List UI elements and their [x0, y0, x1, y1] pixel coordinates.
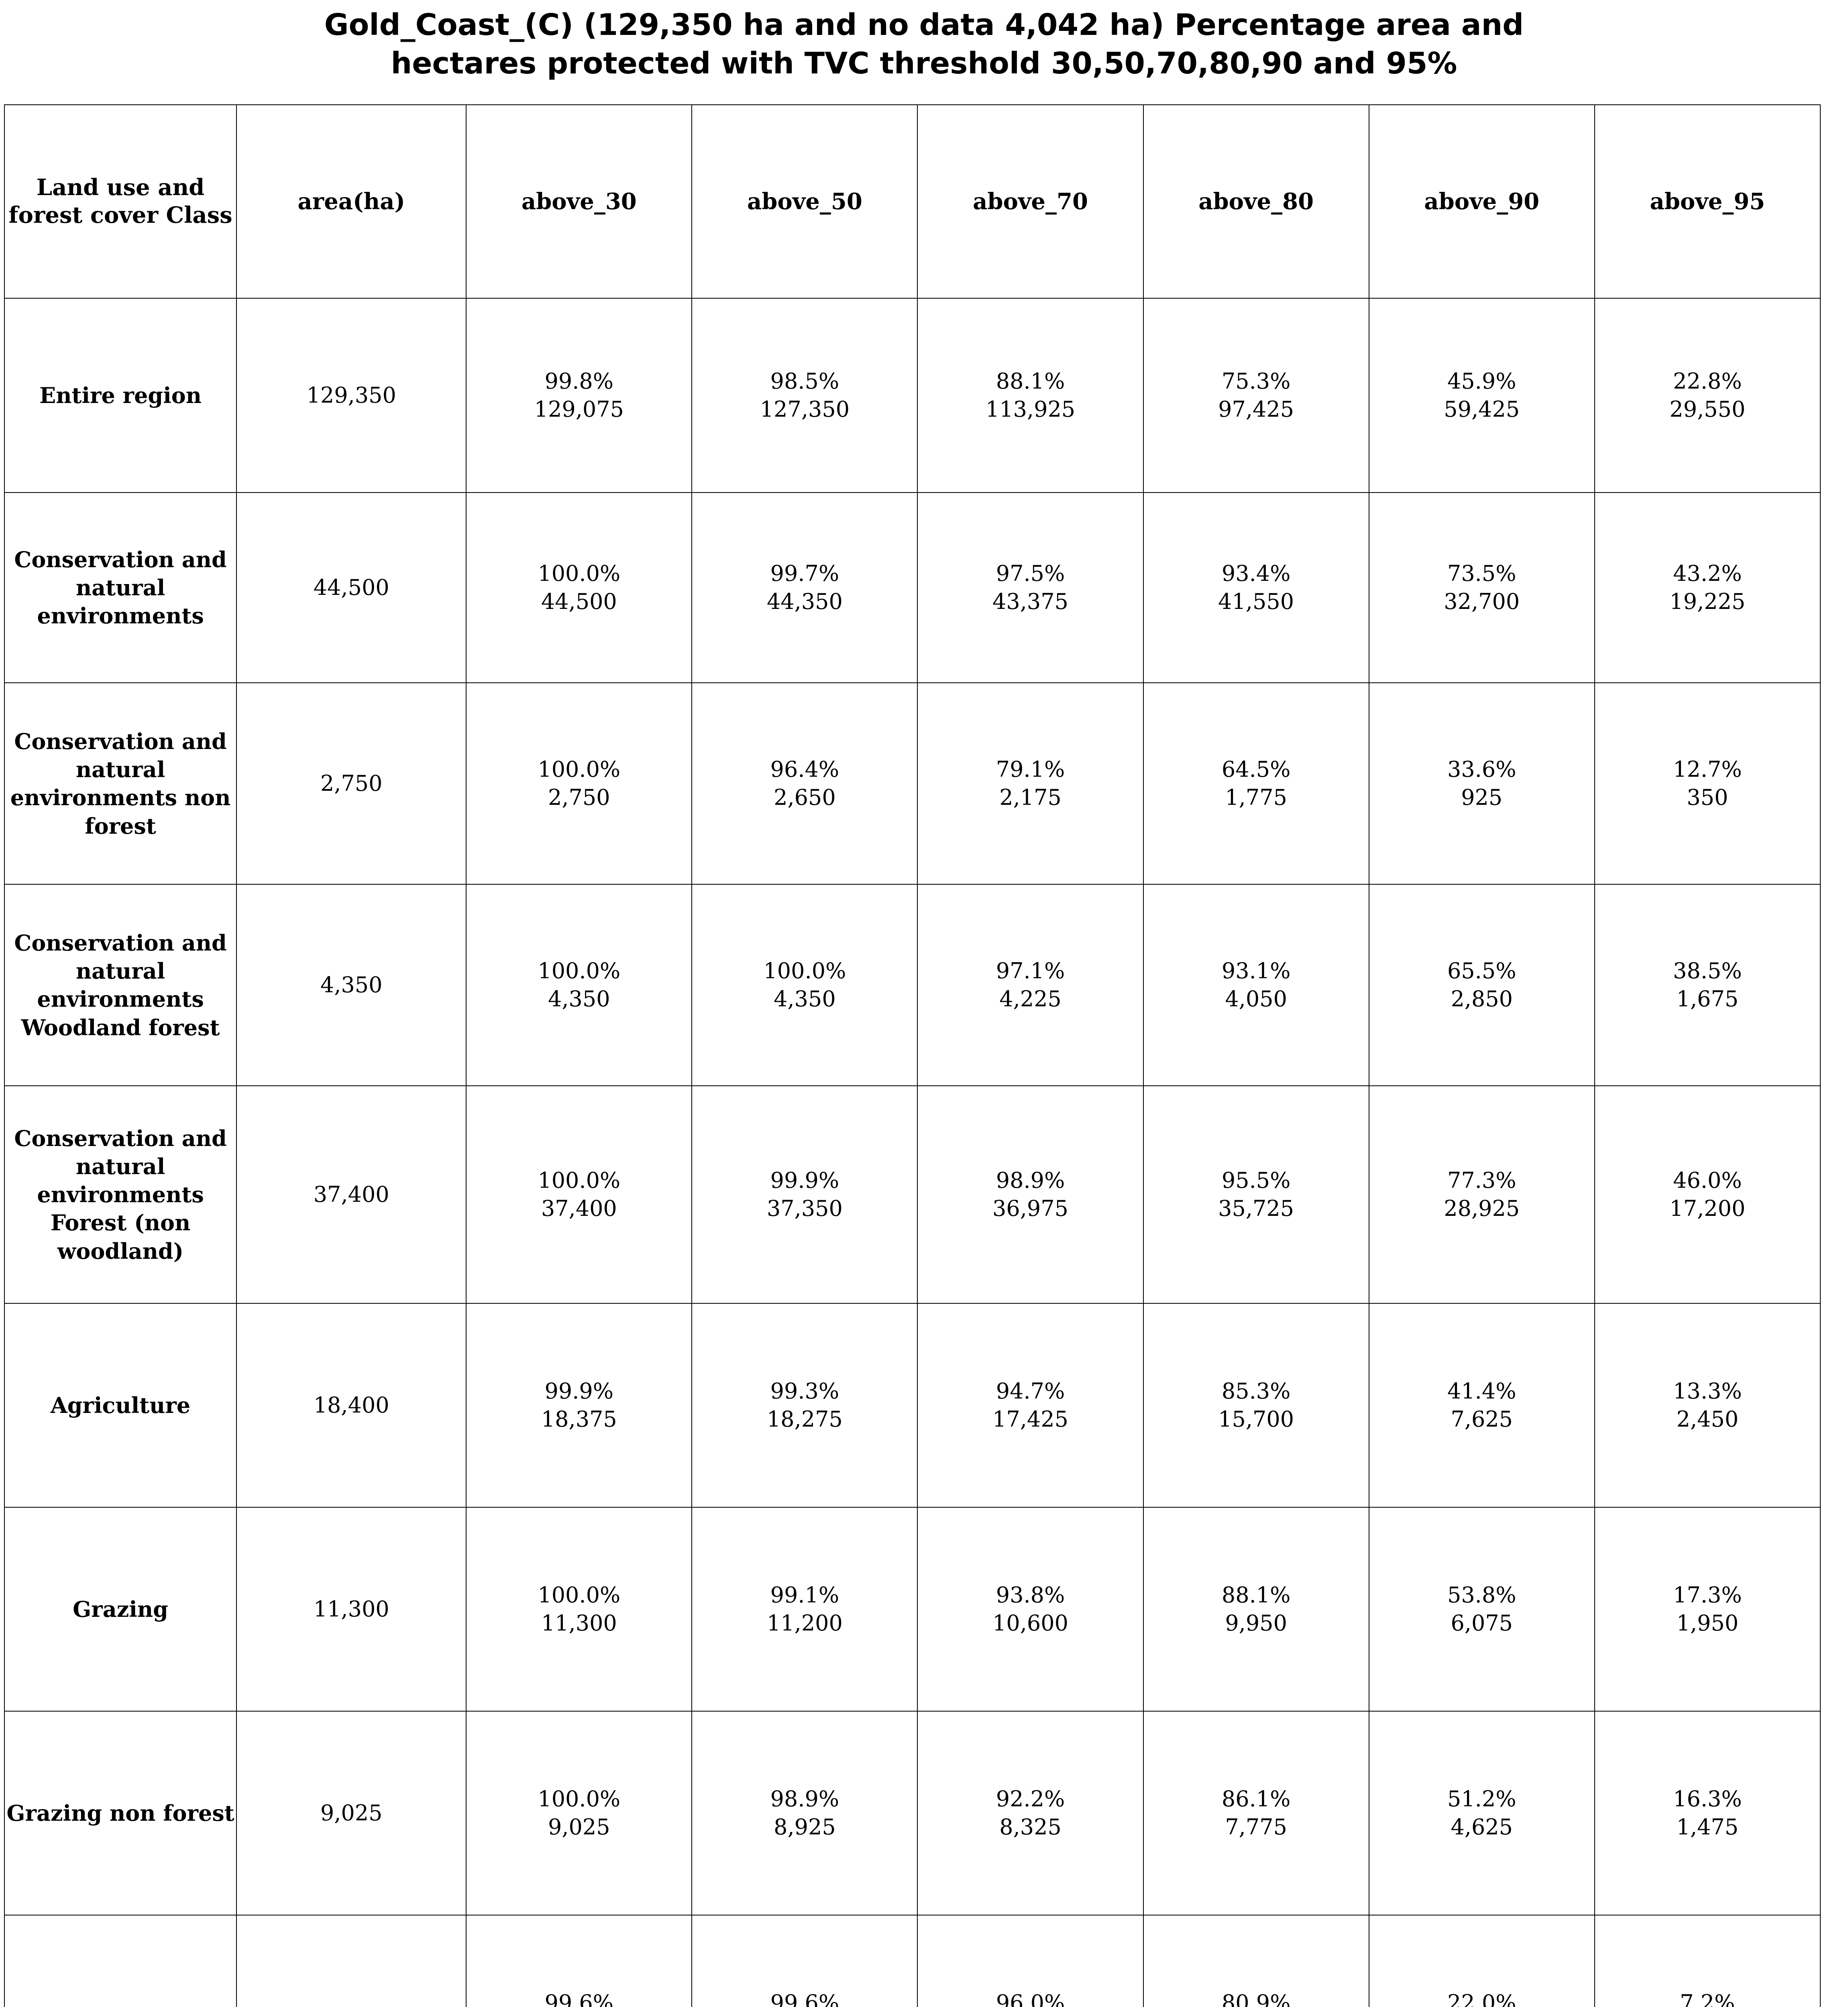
- table-body: Entire region 129,350 99.8% 129,075 98.5%…: [4, 298, 1821, 2007]
- row-label: Grazing non forest: [4, 1711, 237, 1916]
- table-header: Land use and forest cover Class area(ha)…: [4, 104, 1821, 299]
- row-area: 11,300: [236, 1507, 467, 1712]
- cell-above-50: 98.9% 8,925: [691, 1711, 918, 1916]
- cell-above-90: 22.0%1,525: [1368, 1915, 1595, 2007]
- cell-above-95: 22.8% 29,550: [1594, 298, 1821, 493]
- row-label: Conservation and natural environments: [4, 492, 237, 684]
- row-label: Agriculture: [4, 1303, 237, 1508]
- row-area: 9,025: [236, 1711, 467, 1916]
- cell-above-90: 65.5% 2,850: [1368, 884, 1595, 1087]
- table-row: Conservation and natural environments 44…: [4, 492, 1821, 684]
- row-label: Conservation and natural environments Wo…: [4, 884, 237, 1087]
- cell-above-50: 96.4% 2,650: [691, 682, 918, 885]
- cell-above-50: 98.5% 127,350: [691, 298, 918, 493]
- column-header-above-30: above_30: [466, 104, 693, 299]
- cell-above-90: 45.9% 59,425: [1368, 298, 1595, 493]
- page-title-line-1: Gold_Coast_(C) (129,350 ha and no data 4…: [324, 8, 1524, 42]
- cell-above-30: 100.0% 9,025: [466, 1711, 693, 1916]
- cell-above-90: 73.5% 32,700: [1368, 492, 1595, 684]
- page-title: Gold_Coast_(C) (129,350 ha and no data 4…: [0, 0, 1848, 83]
- cell-above-90: 33.6% 925: [1368, 682, 1595, 885]
- table-row: Conservation and natural environments Wo…: [4, 884, 1821, 1087]
- table-row: Agriculture 18,400 99.9% 18,375 99.3% 18,2…: [4, 1303, 1821, 1508]
- cell-above-80: 75.3% 97,425: [1143, 298, 1369, 493]
- cell-above-80: 80.9%5,600: [1143, 1915, 1369, 2007]
- row-area: 2,750: [236, 682, 467, 885]
- cell-above-95: 46.0% 17,200: [1594, 1085, 1821, 1304]
- row-area: 44,500: [236, 492, 467, 684]
- row-area: 4,350: [236, 884, 467, 1087]
- protection-summary-table: Land use and forest cover Class area(ha)…: [4, 104, 1821, 2007]
- cell-above-70: 98.9% 36,975: [917, 1085, 1144, 1304]
- row-area: 18,400: [236, 1303, 467, 1508]
- cell-above-50: 99.9% 37,350: [691, 1085, 918, 1304]
- cell-above-80: 88.1% 9,950: [1143, 1507, 1369, 1712]
- cell-above-50: 100.0% 4,350: [691, 884, 918, 1087]
- column-header-above-90: above_90: [1368, 104, 1595, 299]
- cell-above-90: 51.2% 4,625: [1368, 1711, 1595, 1916]
- row-area: 6,925: [236, 1915, 467, 2007]
- column-header-area: area(ha): [236, 104, 467, 299]
- table-row: Conservation and natural environments Fo…: [4, 1085, 1821, 1304]
- column-header-above-95: above_95: [1594, 104, 1821, 299]
- cell-above-30: 100.0% 44,500: [466, 492, 693, 684]
- cell-above-80: 85.3% 15,700: [1143, 1303, 1369, 1508]
- row-label: Conservation and natural environments no…: [4, 682, 237, 885]
- cell-above-80: 93.4% 41,550: [1143, 492, 1369, 684]
- row-label: Conservation and natural environments Fo…: [4, 1085, 237, 1304]
- cell-above-30: 99.8% 129,075: [466, 298, 693, 493]
- cell-above-70: 79.1% 2,175: [917, 682, 1144, 885]
- row-area: 37,400: [236, 1085, 467, 1304]
- table-row: Conservation and natural environments no…: [4, 682, 1821, 885]
- row-label: Cropping: [4, 1915, 237, 2007]
- cell-above-50: 99.3% 18,275: [691, 1303, 918, 1508]
- cell-above-30: 100.0% 2,750: [466, 682, 693, 885]
- table-row: Grazing non forest 9,025 100.0% 9,025 98.…: [4, 1711, 1821, 1916]
- column-header-above-70: above_70: [917, 104, 1144, 299]
- cell-above-70: 97.5% 43,375: [917, 492, 1144, 684]
- table-row: Cropping 6,925 99.6%6,900 99.6%6,900 96.…: [4, 1915, 1821, 2007]
- table-container: Land use and forest cover Class area(ha)…: [0, 104, 1848, 2007]
- cell-above-70: 96.0%6,650: [917, 1915, 1144, 2007]
- cell-above-95: 16.3% 1,475: [1594, 1711, 1821, 1916]
- cell-above-50: 99.7% 44,350: [691, 492, 918, 684]
- cell-above-70: 88.1% 113,925: [917, 298, 1144, 493]
- column-header-above-50: above_50: [691, 104, 918, 299]
- page-title-line-2: hectares protected with TVC threshold 30…: [391, 46, 1457, 81]
- table-row: Grazing 11,300 100.0% 11,300 99.1% 11,200 …: [4, 1507, 1821, 1712]
- cell-above-30: 100.0% 4,350: [466, 884, 693, 1087]
- cell-above-80: 95.5% 35,725: [1143, 1085, 1369, 1304]
- cell-above-30: 100.0% 37,400: [466, 1085, 693, 1304]
- cell-above-30: 99.9% 18,375: [466, 1303, 693, 1508]
- cell-above-90: 41.4% 7,625: [1368, 1303, 1595, 1508]
- cell-above-95: 17.3% 1,950: [1594, 1507, 1821, 1712]
- table-header-row: Land use and forest cover Class area(ha)…: [4, 104, 1821, 299]
- cell-above-80: 93.1% 4,050: [1143, 884, 1369, 1087]
- row-area: 129,350: [236, 298, 467, 493]
- cell-above-30: 99.6%6,900: [466, 1915, 693, 2007]
- cell-above-95: 7.2%500: [1594, 1915, 1821, 2007]
- cell-above-70: 93.8% 10,600: [917, 1507, 1144, 1712]
- cell-above-95: 38.5% 1,675: [1594, 884, 1821, 1087]
- cell-above-70: 97.1% 4,225: [917, 884, 1144, 1087]
- cell-above-50: 99.6%6,900: [691, 1915, 918, 2007]
- cell-above-95: 13.3% 2,450: [1594, 1303, 1821, 1508]
- cell-above-90: 77.3% 28,925: [1368, 1085, 1595, 1304]
- cell-above-30: 100.0% 11,300: [466, 1507, 693, 1712]
- column-header-above-80: above_80: [1143, 104, 1369, 299]
- row-label: Entire region: [4, 298, 237, 493]
- cell-above-80: 64.5% 1,775: [1143, 682, 1369, 885]
- cell-above-50: 99.1% 11,200: [691, 1507, 918, 1712]
- cell-above-95: 43.2% 19,225: [1594, 492, 1821, 684]
- cell-above-70: 92.2% 8,325: [917, 1711, 1144, 1916]
- cell-above-80: 86.1% 7,775: [1143, 1711, 1369, 1916]
- cell-above-70: 94.7% 17,425: [917, 1303, 1144, 1508]
- column-header-class: Land use and forest cover Class: [4, 104, 237, 299]
- cell-above-90: 53.8% 6,075: [1368, 1507, 1595, 1712]
- table-row: Entire region 129,350 99.8% 129,075 98.5%…: [4, 298, 1821, 493]
- row-label: Grazing: [4, 1507, 237, 1712]
- cell-above-95: 12.7% 350: [1594, 682, 1821, 885]
